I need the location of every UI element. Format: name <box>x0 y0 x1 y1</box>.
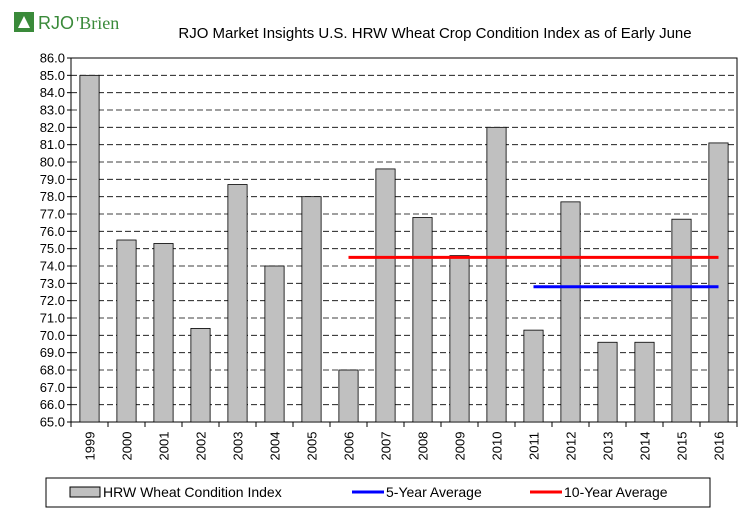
y-axis-tick-labels: 65.0 66.0 67.0 68.0 69.0 70.0 71.0 72.0 73.0 74.0… <box>40 51 65 430</box>
x-tick-label-2016: 2016 <box>712 432 727 461</box>
gridlines <box>67 57 737 423</box>
bar-2012 <box>560 201 581 423</box>
y-tick-label: 80.0 <box>40 155 65 170</box>
bar-2006 <box>338 369 359 423</box>
y-tick-label: 78.0 <box>40 189 65 204</box>
bar-2004 <box>264 265 285 423</box>
bar-2000 <box>116 239 137 423</box>
y-tick-label: 86.0 <box>40 51 65 66</box>
y-tick-label: 70.0 <box>40 328 65 343</box>
y-tick-label: 72.0 <box>40 293 65 308</box>
x-tick-label-1999: 1999 <box>83 432 98 461</box>
bar-2016 <box>708 142 729 423</box>
x-tick-label-2000: 2000 <box>120 432 135 461</box>
x-axis-tick-labels: 1999 2000 2001 2002 2003 2004 2005 2006 2007 2008… <box>70 422 738 461</box>
y-tick-label: 81.0 <box>40 137 65 152</box>
y-tick-label: 77.0 <box>40 207 65 222</box>
x-tick-label-2012: 2012 <box>564 432 579 461</box>
y-tick-label: 79.0 <box>40 172 65 187</box>
x-tick-label-2011: 2011 <box>527 432 542 460</box>
legend-swatch-bars <box>69 486 101 498</box>
y-tick-label: 67.0 <box>40 380 65 395</box>
logo-text-brien: 'Brien <box>76 13 119 33</box>
x-tick-label-2003: 2003 <box>231 432 246 461</box>
x-tick-label-2007: 2007 <box>379 432 394 461</box>
bar-2005 <box>301 196 322 423</box>
y-tick-label: 83.0 <box>40 103 65 118</box>
x-tick-label-2005: 2005 <box>305 432 320 461</box>
bar-2010 <box>486 126 507 423</box>
y-tick-label: 75.0 <box>40 241 65 256</box>
y-tick-label: 74.0 <box>40 259 65 274</box>
bar-2007 <box>375 168 396 423</box>
y-tick-label: 82.0 <box>40 120 65 135</box>
bar-1999 <box>79 74 100 423</box>
x-tick-label-2004: 2004 <box>268 432 283 461</box>
bar-2009 <box>449 255 470 423</box>
y-tick-label: 66.0 <box>40 397 65 412</box>
logo-mark-glyph <box>18 16 30 28</box>
bar-2014 <box>634 341 655 423</box>
average-lines <box>348 255 719 289</box>
legend-label-bars: HRW Wheat Condition Index <box>103 484 282 500</box>
x-tick-label-2002: 2002 <box>194 432 209 461</box>
y-tick-label: 69.0 <box>40 345 65 360</box>
legend: HRW Wheat Condition Index 5-Year Average… <box>45 477 711 508</box>
y-tick-label: 71.0 <box>40 311 65 326</box>
rjobrien-logo: RJO 'Brien <box>14 12 119 33</box>
bar-2008 <box>412 217 433 423</box>
y-tick-label: 76.0 <box>40 224 65 239</box>
bar-2011 <box>523 329 544 423</box>
x-tick-label-2010: 2010 <box>490 432 505 461</box>
y-tick-label: 68.0 <box>40 363 65 378</box>
bar-2002 <box>190 327 211 423</box>
x-tick-label-2009: 2009 <box>453 432 468 461</box>
x-tick-label-2015: 2015 <box>675 432 690 461</box>
bar-2013 <box>597 341 618 423</box>
chart-title: RJO Market Insights U.S. HRW Wheat Crop … <box>178 25 691 42</box>
y-tick-label: 85.0 <box>40 68 65 83</box>
bar-2001 <box>153 243 174 423</box>
y-tick-label: 65.0 <box>40 415 65 430</box>
plot-area <box>70 57 738 423</box>
logo-text-rjo: RJO <box>38 13 74 33</box>
bar-2003 <box>227 184 248 423</box>
y-tick-label: 84.0 <box>40 85 65 100</box>
bars <box>79 74 729 423</box>
legend-label-10yr: 10-Year Average <box>564 484 668 500</box>
bar-2015 <box>671 218 692 423</box>
x-tick-label-2014: 2014 <box>638 432 653 461</box>
x-tick-label-2013: 2013 <box>601 432 616 461</box>
legend-label-5yr: 5-Year Average <box>386 484 482 500</box>
x-tick-label-2006: 2006 <box>342 432 357 461</box>
x-tick-label-2001: 2001 <box>157 432 172 461</box>
y-tick-label: 73.0 <box>40 276 65 291</box>
x-tick-label-2008: 2008 <box>416 432 431 461</box>
